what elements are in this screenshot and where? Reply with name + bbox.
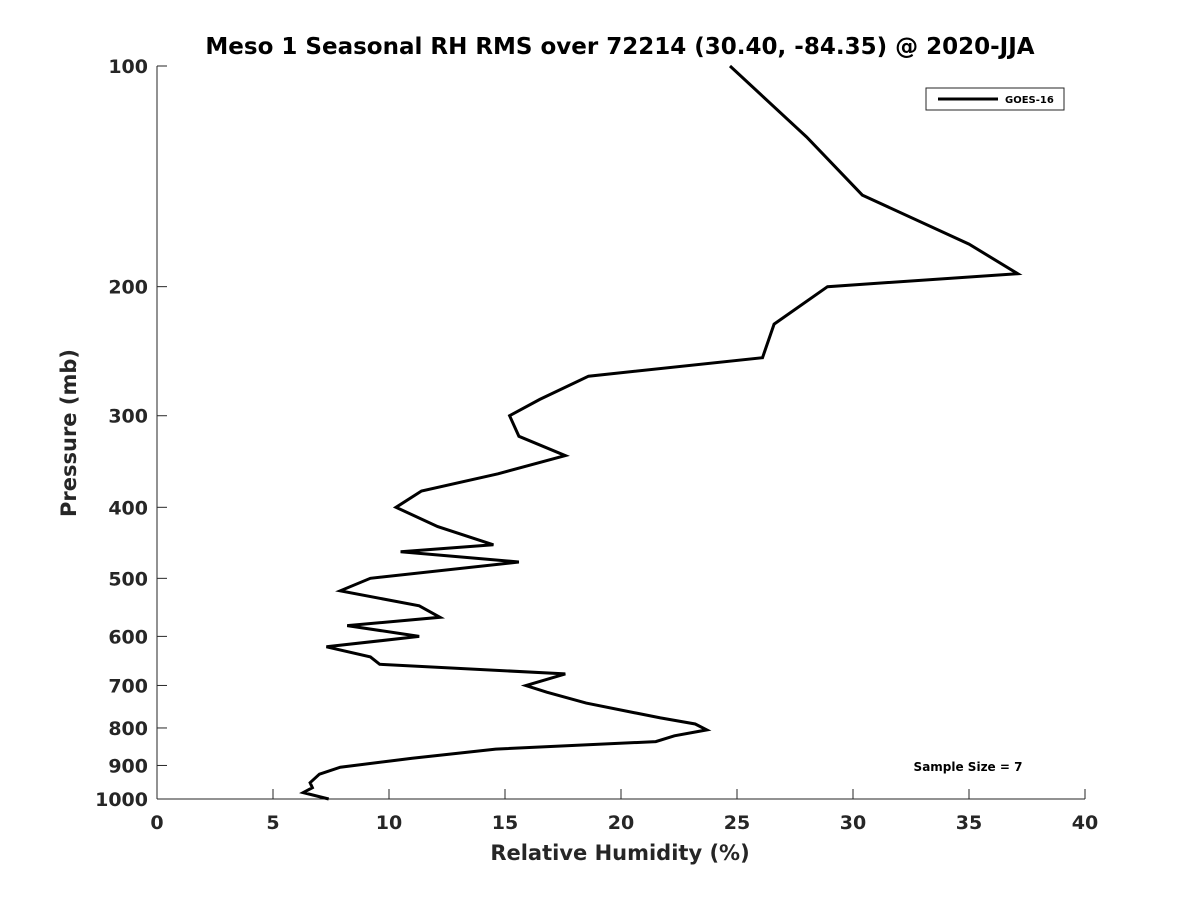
x-tick-label: 0: [150, 812, 163, 834]
x-tick-label: 5: [266, 812, 279, 834]
x-axis-label: Relative Humidity (%): [490, 841, 749, 865]
y-tick-label: 700: [108, 675, 148, 697]
y-tick-label: 300: [108, 406, 148, 428]
y-tick-label: 100: [108, 56, 148, 78]
y-tick-label: 200: [108, 277, 148, 299]
y-axis-label: Pressure (mb): [57, 349, 81, 517]
x-tick-label: 40: [1072, 812, 1098, 834]
x-tick-label: 25: [724, 812, 750, 834]
x-tick-label: 10: [376, 812, 402, 834]
legend-label: GOES-16: [1005, 95, 1054, 106]
x-tick-label: 20: [608, 812, 634, 834]
y-tick-label: 900: [108, 755, 148, 777]
y-tick-label: 600: [108, 626, 148, 648]
series-line-goes-16: [299, 64, 1023, 801]
axes: 0 5 10 15 20 25 30 35 40 100 200 300 400 500 600 700 800…: [95, 56, 1098, 834]
chart-title: Meso 1 Seasonal RH RMS over 72214 (30.40…: [205, 34, 1034, 60]
x-tick-label: 30: [840, 812, 866, 834]
y-tick-label: 1000: [95, 789, 148, 811]
legend: GOES-16: [925, 87, 1065, 111]
y-tick-label: 800: [108, 718, 148, 740]
x-tick-label: 15: [492, 812, 518, 834]
y-tick-label: 400: [108, 497, 148, 519]
series-layer: [299, 64, 1023, 801]
y-tick-label: 500: [108, 568, 148, 590]
x-tick-label: 35: [956, 812, 982, 834]
sample-size-annotation: Sample Size = 7: [914, 760, 1023, 774]
